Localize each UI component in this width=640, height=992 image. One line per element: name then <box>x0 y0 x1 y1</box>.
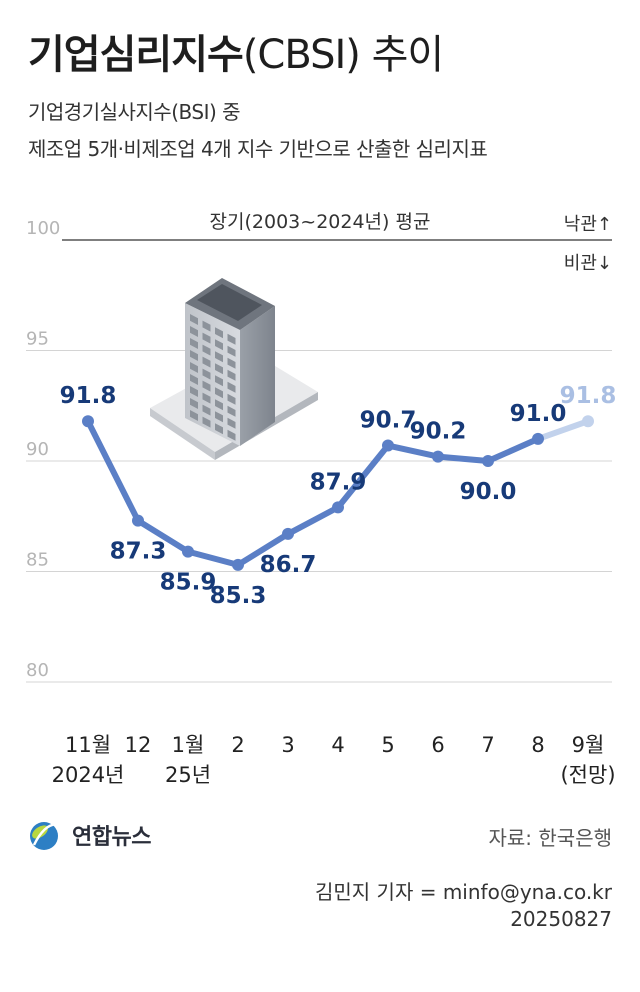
y-tick-label: 95 <box>26 329 49 350</box>
x-tick-label: 4 <box>331 733 344 757</box>
pessimism-label: 비관↓ <box>564 253 612 274</box>
x-tick-label: 3 <box>281 733 294 757</box>
data-label: 90.7 <box>360 408 417 434</box>
source-note: 자료: 한국은행 <box>488 826 613 850</box>
yonhap-globe-icon <box>30 822 61 850</box>
x-tick-label: 7 <box>481 733 494 757</box>
data-label: 90.0 <box>460 479 517 505</box>
data-label: 91.0 <box>510 401 567 427</box>
data-label: 91.8 <box>560 383 617 409</box>
subtitle-line-2: 제조업 5개·비제조업 4개 지수 기반으로 산출한 심리지표 <box>28 137 488 161</box>
title-rest: (CBSI) 추이 <box>242 32 444 78</box>
logo-text: 연합뉴스 <box>72 825 151 850</box>
reference-label: 장기(2003~2024년) 평균 <box>210 211 431 233</box>
series-line <box>85 418 541 568</box>
y-tick-label: 90 <box>26 439 49 460</box>
data-point <box>432 450 444 463</box>
data-point <box>282 527 294 540</box>
data-label: 85.3 <box>210 583 267 609</box>
subtitle-line-1: 기업경기실사지수(BSI) 중 <box>28 100 241 124</box>
y-tick-label: 100 <box>26 218 60 239</box>
data-point <box>532 432 544 445</box>
data-point <box>482 455 494 467</box>
data-label: 87.9 <box>310 469 367 495</box>
data-point <box>82 415 94 428</box>
x-tick-label: 6 <box>431 733 444 757</box>
data-point <box>382 439 394 452</box>
chart-title: 기업심리지수(CBSI) 추이 <box>28 22 444 80</box>
x-tick-label: 1월 <box>172 733 205 757</box>
publish-date: 20250827 <box>510 907 612 931</box>
data-label: 86.7 <box>260 552 317 578</box>
x-tick-label: 8 <box>531 733 544 757</box>
yonhap-logo: 연합뉴스 <box>26 815 151 855</box>
title-main: 기업심리지수 <box>28 32 244 78</box>
x-tick-label: 9월 <box>572 733 605 757</box>
author-credit: 김민지 기자 = minfo@yna.co.kr <box>315 880 612 904</box>
y-tick-label: 85 <box>26 550 49 571</box>
data-label: 85.9 <box>160 570 217 596</box>
data-label: 87.3 <box>110 539 167 565</box>
x-tick-label: 5 <box>381 733 394 757</box>
forecast-point <box>582 415 594 428</box>
data-point <box>132 514 144 527</box>
forecast-line <box>535 418 591 442</box>
x-tick-label: 12 <box>125 733 152 757</box>
x-tick-label: 11월 <box>65 733 111 757</box>
x-tick-label: 2 <box>231 733 244 757</box>
x-tick-sublabel: (전망) <box>560 763 615 787</box>
office-building-illustration <box>150 278 318 460</box>
data-label: 90.2 <box>410 419 467 445</box>
data-point <box>182 545 194 558</box>
y-tick-label: 80 <box>26 660 49 681</box>
x-tick-sublabel: 25년 <box>165 763 211 787</box>
optimism-label: 낙관↑ <box>564 214 612 235</box>
data-point <box>232 558 244 571</box>
credit-block: 김민지 기자 = minfo@yna.co.kr 20250827 <box>315 879 612 933</box>
data-label: 91.8 <box>60 383 117 409</box>
x-tick-sublabel: 2024년 <box>52 763 125 787</box>
data-point <box>332 501 344 514</box>
